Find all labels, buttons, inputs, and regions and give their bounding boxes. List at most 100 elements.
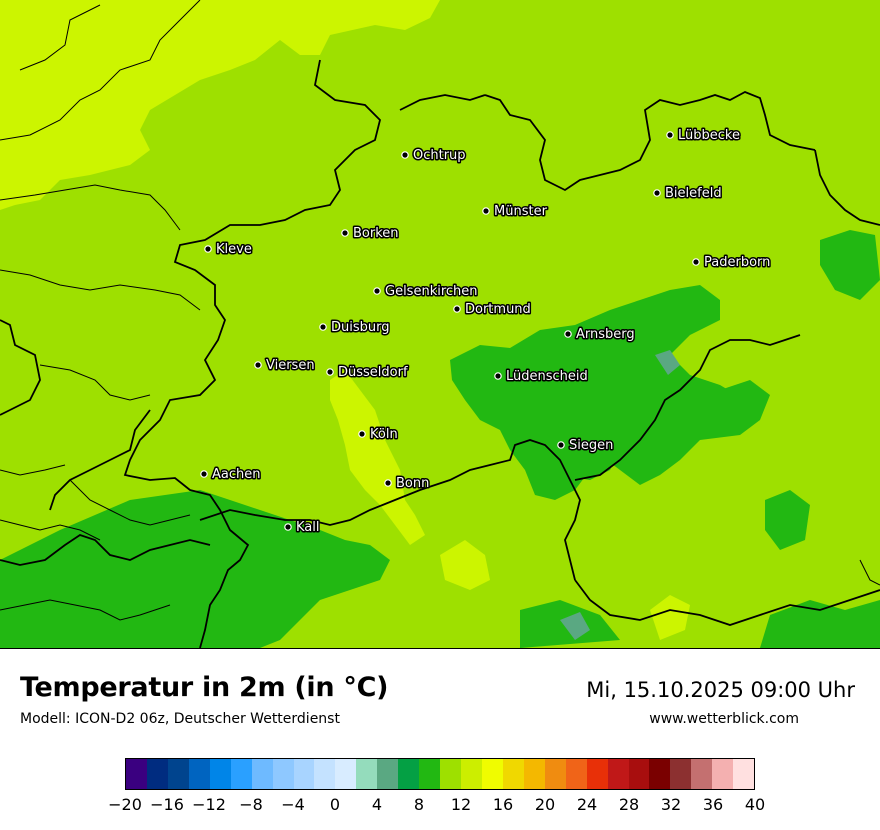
border-lower-saxony xyxy=(484,91,816,192)
map-title: Temperatur in 2m (in °C) xyxy=(20,672,389,703)
cold-region-south xyxy=(560,612,590,640)
border-east xyxy=(814,149,880,226)
city-label: Lübbecke xyxy=(678,128,740,143)
city-marker: Kall xyxy=(284,519,321,537)
city-label: Siegen xyxy=(569,438,613,453)
border-hesse xyxy=(574,334,801,481)
warm-region-south-patch xyxy=(650,595,690,640)
legend-swatch xyxy=(126,759,147,789)
city-label: Kleve xyxy=(216,242,252,257)
warm-region-northwest xyxy=(0,0,440,210)
legend-swatch xyxy=(649,759,671,789)
legend-tick: −12 xyxy=(192,795,226,814)
legend-swatch xyxy=(691,759,713,789)
website-credit: www.wetterblick.com xyxy=(649,711,799,727)
legend-swatch xyxy=(293,759,315,789)
border-limburg xyxy=(49,409,151,511)
legend-swatch xyxy=(440,759,461,789)
legend-tick: 12 xyxy=(450,795,472,814)
model-source: Modell: ICON-D2 06z, Deutscher Wetterdie… xyxy=(20,711,340,727)
city-dot xyxy=(666,131,674,139)
city-label: Köln xyxy=(370,427,398,442)
city-label: Lüdenscheid xyxy=(506,369,588,384)
city-marker: Borken xyxy=(341,225,400,243)
city-label: Gelsenkirchen xyxy=(385,284,478,299)
city-dot xyxy=(692,258,700,266)
city-marker: Bonn xyxy=(384,475,431,493)
cold-region-sauerland-core xyxy=(655,350,680,375)
city-dot xyxy=(254,361,262,369)
cool-region-eifel xyxy=(0,490,390,648)
legend-swatch xyxy=(607,759,629,789)
city-marker: Köln xyxy=(358,426,399,444)
cool-region-north xyxy=(175,70,400,145)
legend-swatch xyxy=(335,759,357,789)
legend-swatch xyxy=(251,759,273,789)
national-border-west xyxy=(123,59,381,648)
warm-region-rhine-valley xyxy=(330,370,425,545)
legend-swatch xyxy=(523,759,545,789)
cool-region-far-east-patch xyxy=(720,380,770,420)
border-north-inner xyxy=(399,94,486,111)
legend-swatch xyxy=(398,759,420,789)
legend-tick: −8 xyxy=(239,795,263,814)
city-dot xyxy=(401,151,409,159)
city-dot xyxy=(200,470,208,478)
city-label: Bonn xyxy=(396,476,429,491)
city-label: Paderborn xyxy=(704,255,770,270)
legend-swatch xyxy=(314,759,336,789)
legend-tick: 4 xyxy=(371,795,383,814)
city-label: Ochtrup xyxy=(413,148,466,163)
legend-tick: −20 xyxy=(108,795,142,814)
city-dot xyxy=(653,189,661,197)
city-label: Duisburg xyxy=(331,320,390,335)
city-marker: Ochtrup xyxy=(401,147,467,165)
city-dot xyxy=(494,372,502,380)
city-marker: Lübbecke xyxy=(666,127,741,145)
city-marker: Dortmund xyxy=(453,301,532,319)
city-dot xyxy=(564,330,572,338)
legend-tick: 24 xyxy=(576,795,598,814)
legend-tick: 36 xyxy=(702,795,724,814)
color-scale-legend xyxy=(125,758,755,790)
city-dot xyxy=(453,305,461,313)
city-dot xyxy=(482,207,490,215)
city-dot xyxy=(284,523,292,531)
city-dot xyxy=(358,430,366,438)
legend-swatch xyxy=(356,759,378,789)
city-dot xyxy=(384,479,392,487)
border-north-state xyxy=(0,319,41,416)
legend-tick: 0 xyxy=(329,795,341,814)
city-marker: Gelsenkirchen xyxy=(373,283,479,301)
temperature-map: Lübbecke Ochtrup Bielefeld Münster Borken Kle… xyxy=(0,0,880,649)
legend-tick: 20 xyxy=(534,795,556,814)
legend-tick: −16 xyxy=(150,795,184,814)
legend-swatch xyxy=(733,759,755,789)
city-marker: Kleve xyxy=(204,241,253,259)
district-lines xyxy=(0,0,880,621)
city-label: Viersen xyxy=(266,358,315,373)
city-label: Borken xyxy=(353,226,399,241)
legend-swatch xyxy=(188,759,210,789)
legend-swatch xyxy=(272,759,294,789)
city-dot xyxy=(557,441,565,449)
border-south-rhineland xyxy=(199,439,581,581)
cool-region-southeast-patch xyxy=(765,490,810,550)
city-marker: Bielefeld xyxy=(653,185,723,203)
legend-tick: −4 xyxy=(281,795,305,814)
legend-swatch xyxy=(419,759,441,789)
city-markers: Lübbecke Ochtrup Bielefeld Münster Borken Kle… xyxy=(200,127,772,537)
legend-tick: 16 xyxy=(492,795,514,814)
city-label: Dortmund xyxy=(465,302,531,317)
cool-region-east-patch xyxy=(820,230,880,300)
legend-swatch xyxy=(481,759,503,789)
legend-swatch xyxy=(712,759,734,789)
legend-tick: 8 xyxy=(413,795,425,814)
legend-swatch xyxy=(461,759,482,789)
city-dot xyxy=(319,323,327,331)
city-marker: Düsseldorf xyxy=(326,364,409,382)
legend-swatch xyxy=(230,759,252,789)
border-belgium xyxy=(0,534,211,566)
city-label: Düsseldorf xyxy=(338,365,408,380)
city-label: Aachen xyxy=(212,467,260,482)
